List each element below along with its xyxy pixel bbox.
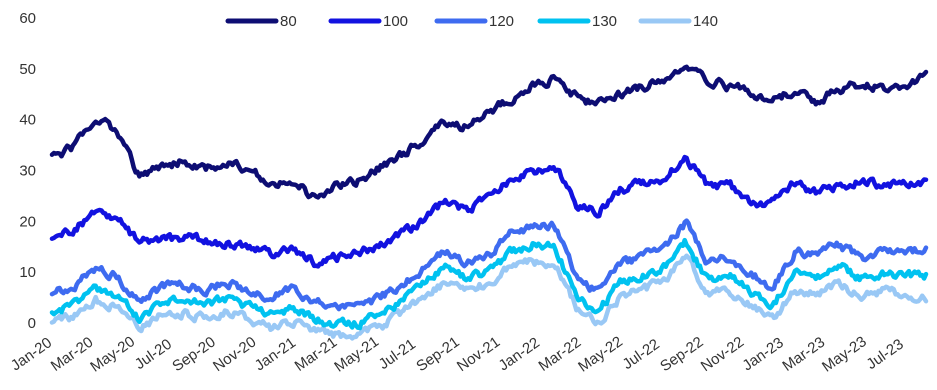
series-line-130 bbox=[49, 237, 929, 331]
series-line-100 bbox=[49, 154, 929, 269]
x-tick-label: May-23 bbox=[819, 333, 870, 376]
x-tick-label: Nov-20 bbox=[210, 333, 259, 375]
y-tick-label: 20 bbox=[19, 213, 36, 230]
legend-label-120: 120 bbox=[489, 13, 514, 30]
x-tick-label: Mar-22 bbox=[536, 334, 585, 375]
x-tick-label: Jul-20 bbox=[132, 336, 175, 373]
x-tick-label: Sep-22 bbox=[657, 333, 706, 375]
x-tick-label: May-22 bbox=[575, 333, 626, 376]
legend-label-140: 140 bbox=[693, 13, 718, 30]
x-tick-label: Nov-21 bbox=[454, 333, 503, 375]
x-tick-label: Jul-21 bbox=[376, 336, 419, 373]
x-tick-label: Nov-22 bbox=[698, 333, 747, 375]
y-tick-label: 0 bbox=[28, 315, 36, 332]
legend-label-130: 130 bbox=[592, 13, 617, 30]
series-line-80 bbox=[49, 64, 929, 200]
series-line-140 bbox=[49, 253, 929, 341]
x-tick-label: Mar-21 bbox=[292, 334, 341, 375]
x-tick-label: Sep-20 bbox=[169, 333, 218, 375]
legend-label-100: 100 bbox=[383, 13, 408, 30]
series-line-120 bbox=[49, 218, 929, 312]
x-tick-label: Mar-23 bbox=[779, 334, 828, 375]
x-tick-label: May-20 bbox=[87, 333, 138, 376]
y-axis: 0 10 20 30 40 50 60 bbox=[19, 10, 36, 332]
y-tick-label: 50 bbox=[19, 61, 36, 78]
x-tick-label: Jan-20 bbox=[8, 334, 55, 374]
x-tick-label: Jul-23 bbox=[863, 336, 906, 373]
x-tick-label: May-21 bbox=[331, 333, 382, 376]
legend: 80 100 120 130 140 bbox=[225, 13, 718, 30]
y-tick-label: 30 bbox=[19, 163, 36, 180]
x-tick-label: Jan-21 bbox=[252, 334, 299, 374]
x-axis: Jan-20Mar-20May-20Jul-20Sep-20Nov-20Jan-… bbox=[8, 333, 907, 376]
x-tick-label: Sep-21 bbox=[413, 333, 462, 375]
x-tick-label: Jul-22 bbox=[620, 336, 663, 373]
y-tick-label: 60 bbox=[19, 10, 36, 27]
x-tick-label: Jan-23 bbox=[739, 334, 786, 374]
x-tick-label: Mar-20 bbox=[48, 334, 97, 375]
y-tick-label: 40 bbox=[19, 112, 36, 129]
y-tick-label: 10 bbox=[19, 264, 36, 281]
legend-label-80: 80 bbox=[280, 13, 297, 30]
plot-area bbox=[49, 64, 929, 341]
x-tick-label: Jan-22 bbox=[496, 334, 543, 374]
